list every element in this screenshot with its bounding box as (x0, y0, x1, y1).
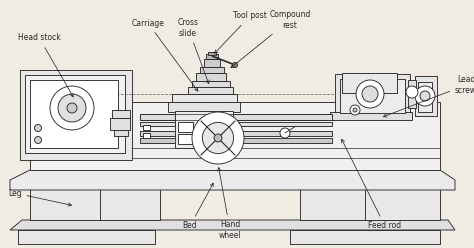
Bar (25, 75, 125, 153)
Bar (30, 80, 118, 148)
Circle shape (202, 123, 234, 154)
Bar (30, 102, 440, 170)
Text: Bed: Bed (182, 183, 213, 230)
Bar (342, 73, 397, 93)
Circle shape (58, 94, 86, 122)
Text: Feed rod: Feed rod (342, 139, 401, 230)
Bar (140, 138, 332, 143)
Bar (168, 102, 240, 112)
Circle shape (233, 62, 237, 67)
Bar (140, 131, 332, 136)
Bar (114, 130, 128, 136)
Text: Leg: Leg (8, 188, 72, 206)
Bar (20, 70, 132, 160)
Polygon shape (18, 230, 155, 244)
Circle shape (415, 86, 435, 106)
Bar (178, 122, 193, 132)
Bar (30, 188, 160, 220)
Circle shape (280, 128, 290, 138)
Bar (418, 82, 432, 112)
Bar (340, 79, 405, 113)
Circle shape (420, 91, 430, 101)
Circle shape (362, 86, 378, 102)
Bar (330, 112, 412, 120)
Bar (143, 133, 150, 138)
Text: Tool post: Tool post (215, 11, 267, 53)
Circle shape (35, 136, 42, 144)
Bar (192, 81, 230, 87)
Polygon shape (10, 220, 455, 230)
Circle shape (406, 86, 418, 98)
Bar (300, 188, 440, 220)
Bar (206, 54, 218, 59)
Bar (175, 111, 233, 148)
Text: Cross
slide: Cross slide (177, 18, 209, 84)
Bar (200, 67, 224, 73)
Circle shape (214, 134, 222, 142)
Circle shape (353, 108, 357, 112)
Bar (172, 94, 237, 102)
Text: Hand
wheel: Hand wheel (218, 168, 241, 240)
Circle shape (350, 105, 360, 115)
Bar (143, 125, 150, 130)
Bar (335, 74, 410, 118)
Polygon shape (10, 170, 455, 190)
Bar (188, 87, 233, 94)
Text: Carriage: Carriage (132, 19, 198, 91)
Text: Lead
screw: Lead screw (383, 75, 474, 117)
Bar (408, 80, 416, 108)
Bar (140, 122, 332, 126)
Bar (110, 118, 130, 130)
Bar (208, 52, 216, 55)
Bar (415, 76, 437, 116)
Bar (204, 59, 220, 67)
Bar (112, 110, 130, 118)
Circle shape (192, 112, 244, 164)
Circle shape (67, 103, 77, 113)
Circle shape (35, 124, 42, 131)
Circle shape (356, 80, 384, 108)
Bar (178, 134, 193, 144)
Text: Head stock: Head stock (18, 33, 73, 97)
Text: Compound
rest: Compound rest (231, 10, 310, 68)
Circle shape (50, 86, 94, 130)
Polygon shape (290, 230, 440, 244)
Bar (140, 114, 332, 120)
Bar (196, 73, 226, 81)
